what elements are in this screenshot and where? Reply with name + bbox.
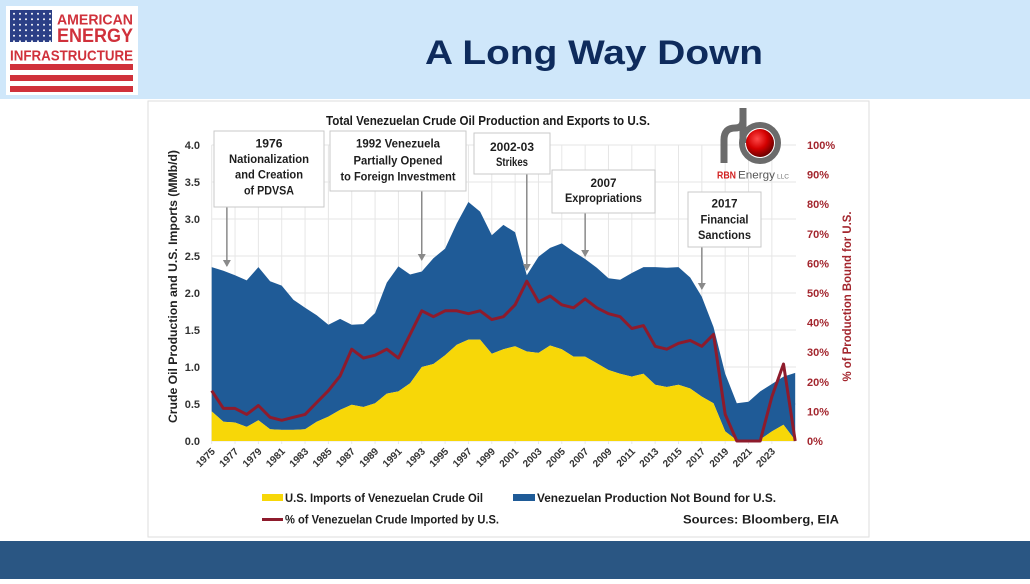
y-right-tick-label: 60% bbox=[807, 258, 829, 270]
annotation-text: of PDVSA bbox=[244, 184, 294, 198]
y-axis-left-ticks: 0.0 0.5 1.0 1.5 2.0 2.5 3.0 3.5 4.0 bbox=[185, 140, 200, 448]
flag-stripe bbox=[10, 86, 133, 92]
arrow-down-icon bbox=[581, 250, 590, 257]
y-right-tick-label: 90% bbox=[807, 170, 829, 182]
logo-name: Energy bbox=[738, 170, 776, 182]
legend: U.S. Imports of Venezuelan Crude Oil Ven… bbox=[262, 493, 776, 527]
y-right-tick-label: 80% bbox=[807, 199, 829, 211]
y-tick-label: 1.5 bbox=[185, 325, 200, 337]
header-band bbox=[0, 0, 1030, 99]
annotation-text: 1976 bbox=[256, 137, 283, 151]
logo-suffix: LLC bbox=[777, 175, 790, 181]
y-right-tick-label: 100% bbox=[807, 140, 835, 152]
rbn-energy-logo: RBN Energy LLC bbox=[717, 108, 790, 182]
legend-swatch-yellow bbox=[262, 494, 283, 501]
annotation-text: 2002-03 bbox=[490, 140, 534, 154]
annotation-text: 1992 Venezuela bbox=[356, 137, 440, 151]
y-tick-label: 3.5 bbox=[185, 177, 200, 189]
annotation-text: Expropriations bbox=[565, 191, 642, 205]
annotation-text: Partially Opened bbox=[354, 154, 443, 168]
annotation-text: Financial bbox=[701, 213, 749, 227]
logo-text-american: AMERICAN bbox=[57, 12, 133, 29]
y-right-tick-label: 40% bbox=[807, 318, 829, 330]
logo-pipe-icon bbox=[720, 119, 747, 163]
y-right-tick-label: 70% bbox=[807, 229, 829, 241]
annotation-text: Nationalization bbox=[229, 152, 309, 166]
arrow-down-icon bbox=[522, 264, 531, 271]
annotation-text: and Creation bbox=[235, 168, 303, 182]
y-right-tick-label: 0% bbox=[807, 436, 823, 448]
annotation-box bbox=[329, 130, 467, 192]
annotation-1976: 1976 Nationalization and Creation of PDV… bbox=[213, 130, 325, 208]
y-axis-right-title: % of Production Bound for U.S. bbox=[842, 212, 854, 382]
y-tick-label: 0.0 bbox=[185, 436, 200, 448]
annotation-text: 2017 bbox=[712, 197, 738, 211]
annotation-2002: 2002-03 Strikes bbox=[473, 132, 551, 175]
arrow-down-icon bbox=[222, 260, 231, 267]
y-axis-left-title: Crude Oil Production and U.S. Imports (M… bbox=[168, 150, 180, 423]
chart-title: Total Venezuelan Crude Oil Production an… bbox=[326, 113, 650, 128]
legend-item-not-bound: Venezuelan Production Not Bound for U.S. bbox=[513, 493, 776, 505]
arrow-down-icon bbox=[697, 283, 706, 290]
y-tick-label: 3.0 bbox=[185, 214, 200, 226]
area-us-imports bbox=[211, 339, 796, 441]
line-pct-imported-by-us bbox=[210, 279, 797, 443]
annotation-text: to Foreign Investment bbox=[341, 170, 456, 184]
annotation-arrows bbox=[222, 174, 706, 290]
legend-label: U.S. Imports of Venezuelan Crude Oil bbox=[285, 493, 483, 505]
logo-ring-icon bbox=[739, 122, 781, 164]
annotation-1992: 1992 Venezuela Partially Opened to Forei… bbox=[329, 130, 467, 192]
logo-brand: RBN bbox=[717, 170, 736, 182]
y-right-tick-label: 10% bbox=[807, 406, 829, 418]
source-note: Sources: Bloomberg, EIA bbox=[683, 515, 839, 527]
area-production-not-bound-for-us bbox=[211, 202, 796, 441]
chart-panel: Total Venezuelan Crude Oil Production an… bbox=[147, 100, 870, 538]
y-axis-right-ticks: 0% 10% 20% 30% 40% 50% 60% 70% 80% 90% 100% bbox=[807, 140, 835, 448]
american-energy-infrastructure-logo: AMERICAN ENERGY INFRASTRUCTURE bbox=[6, 6, 138, 95]
arrow-down-icon bbox=[417, 254, 426, 261]
legend-label: % of Venezuelan Crude Imported by U.S. bbox=[285, 515, 499, 527]
legend-item-us-imports: U.S. Imports of Venezuelan Crude Oil bbox=[262, 493, 483, 505]
legend-swatch-blue bbox=[513, 494, 535, 501]
annotation-text: Strikes bbox=[496, 155, 528, 169]
annotation-2017: 2017 Financial Sanctions bbox=[687, 191, 762, 248]
y-tick-label: 4.0 bbox=[185, 140, 200, 152]
legend-item-pct-imported: % of Venezuelan Crude Imported by U.S. bbox=[262, 515, 499, 527]
plot-areas bbox=[211, 202, 796, 441]
annotation-2007: 2007 Expropriations bbox=[551, 169, 656, 214]
page-title: A Long Way Down bbox=[425, 34, 763, 72]
annotation-box bbox=[687, 191, 762, 248]
flag-stripe bbox=[10, 75, 133, 81]
footer-band bbox=[0, 541, 1030, 579]
flag-stars-icon bbox=[10, 10, 52, 42]
y-tick-label: 0.5 bbox=[185, 399, 200, 411]
annotation-box bbox=[213, 130, 325, 208]
y-right-tick-label: 30% bbox=[807, 347, 829, 359]
annotation-box bbox=[551, 169, 656, 214]
y-right-tick-label: 50% bbox=[807, 288, 829, 300]
annotation-text: Sanctions bbox=[698, 228, 751, 242]
legend-label: Venezuelan Production Not Bound for U.S. bbox=[537, 493, 776, 505]
logo-red-ball-icon bbox=[746, 129, 774, 157]
y-tick-label: 1.0 bbox=[185, 362, 200, 374]
y-tick-label: 2.0 bbox=[185, 288, 200, 300]
annotation-box bbox=[473, 132, 551, 175]
annotation-text: 2007 bbox=[591, 176, 617, 190]
y-tick-label: 2.5 bbox=[185, 251, 200, 263]
flag-stripe bbox=[10, 64, 133, 70]
y-right-tick-label: 20% bbox=[807, 377, 829, 389]
logo-text-infrastructure: INFRASTRUCTURE bbox=[10, 48, 133, 65]
logo-text-energy: ENERGY bbox=[57, 26, 133, 47]
plot-lines bbox=[210, 279, 797, 443]
